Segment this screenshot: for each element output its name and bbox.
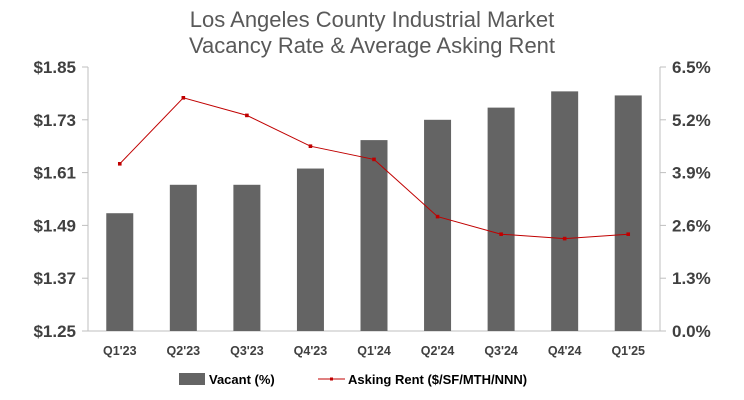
left-tick-label: $1.37 <box>33 269 76 288</box>
left-tick-label: $1.73 <box>33 111 76 130</box>
x-tick-label: Q4'23 <box>294 344 328 358</box>
rent-point-6 <box>499 232 503 236</box>
bar-vacant-5 <box>424 119 452 331</box>
chart-title-line-1: Los Angeles County Industrial Market <box>190 7 554 32</box>
x-tick-label: Q3'23 <box>230 344 264 358</box>
right-tick-label: 2.6% <box>672 216 711 235</box>
left-tick-label: $1.49 <box>33 216 76 235</box>
bar-vacant-4 <box>360 140 388 331</box>
rent-point-2 <box>245 113 249 118</box>
right-tick-label: 5.2% <box>672 111 711 130</box>
rent-point-1 <box>181 96 186 100</box>
x-tick-label: Q4'24 <box>548 344 582 358</box>
bar-vacant-6 <box>487 107 515 331</box>
left-tick-label: $1.61 <box>33 164 76 183</box>
chart-title-line-2: Vacancy Rate & Average Asking Rent <box>189 33 555 58</box>
asking-rent-line <box>117 96 631 241</box>
bar-vacant-1 <box>169 184 197 331</box>
bar-vacant-0 <box>106 213 134 331</box>
legend-swatch-vacant <box>179 373 205 385</box>
rent-point-7 <box>562 236 567 241</box>
legend-swatch-rent-marker <box>330 377 333 381</box>
left-axis-ticks: $1.25 $1.37 $1.49 $1.61 $1.73 $1.85 <box>33 58 88 341</box>
vacancy-bars <box>106 91 642 331</box>
right-tick-label: 0.0% <box>672 322 711 341</box>
legend: Vacant (%) Asking Rent ($/SF/MTH/NNN) <box>179 372 527 387</box>
x-tick-label: Q3'24 <box>484 344 518 358</box>
rent-point-4 <box>372 157 376 162</box>
x-tick-label: Q2'23 <box>167 344 201 358</box>
x-tick-label: Q2'24 <box>421 344 455 358</box>
bar-vacant-2 <box>233 184 261 331</box>
right-tick-label: 6.5% <box>672 58 711 77</box>
rent-point-0 <box>117 162 122 166</box>
rent-point-3 <box>308 144 313 148</box>
x-tick-label: Q1'25 <box>611 344 645 358</box>
legend-label-rent: Asking Rent ($/SF/MTH/NNN) <box>348 372 527 387</box>
bar-vacant-3 <box>296 168 324 331</box>
right-tick-label: 1.3% <box>672 269 711 288</box>
legend-label-vacant: Vacant (%) <box>209 372 275 387</box>
x-tick-label: Q1'23 <box>103 344 137 358</box>
right-axis-ticks: 0.0% 1.3% 2.6% 3.9% 5.2% 6.5% <box>660 58 711 341</box>
rent-point-5 <box>435 214 440 219</box>
left-tick-label: $1.85 <box>33 58 76 77</box>
right-tick-label: 3.9% <box>672 164 711 183</box>
bar-vacant-7 <box>551 91 579 331</box>
bar-vacant-8 <box>614 95 642 331</box>
x-tick-label: Q1'24 <box>357 344 391 358</box>
x-axis-ticks: Q1'23 Q2'23 Q3'23 Q4'23 Q1'24 Q2'24 Q3'24 Q4'24… <box>103 344 645 358</box>
left-tick-label: $1.25 <box>33 322 76 341</box>
rent-point-8 <box>626 232 631 236</box>
